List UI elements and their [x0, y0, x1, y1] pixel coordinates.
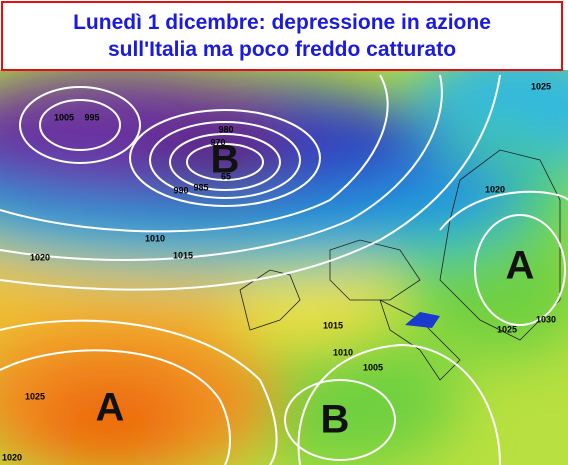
isobar-label: 990 — [173, 185, 188, 195]
isobar-label: 995 — [84, 112, 99, 122]
isobars — [0, 74, 568, 465]
isobar-label: 1025 — [497, 324, 517, 334]
isobar-label: 1025 — [531, 81, 551, 91]
isobar-label: 980 — [218, 124, 233, 134]
pressure-center: B — [321, 398, 350, 442]
isobar-label: 1020 — [30, 252, 50, 262]
isobar-label: 1015 — [323, 320, 343, 330]
title-line: Lunedì 1 dicembre: depressione in azione — [73, 11, 491, 34]
pressure-center: A — [96, 386, 125, 430]
isobar-label: 1005 — [54, 112, 74, 122]
isobar-label: 1005 — [363, 362, 383, 372]
pressure-center: B — [211, 138, 240, 182]
isobar-label: 985 — [193, 182, 208, 192]
isobar-label: 1020 — [2, 452, 22, 462]
isobar-label: 1015 — [173, 250, 193, 260]
isobar-label: 1010 — [333, 347, 353, 357]
pressure-center: A — [506, 244, 535, 288]
title-line: sull'Italia ma poco freddo catturato — [107, 38, 457, 61]
isobar-label: 1020 — [485, 184, 505, 194]
isobar-label: 1025 — [25, 391, 45, 401]
title-box: Lunedì 1 dicembre: depressione in azione… — [1, 1, 563, 71]
isobar-label: 970 — [210, 137, 225, 147]
pressure-field — [0, 70, 568, 465]
isobar-label: 1030 — [536, 314, 556, 324]
isobar-label: 1010 — [145, 233, 165, 243]
isobar-label: 65 — [221, 171, 231, 181]
